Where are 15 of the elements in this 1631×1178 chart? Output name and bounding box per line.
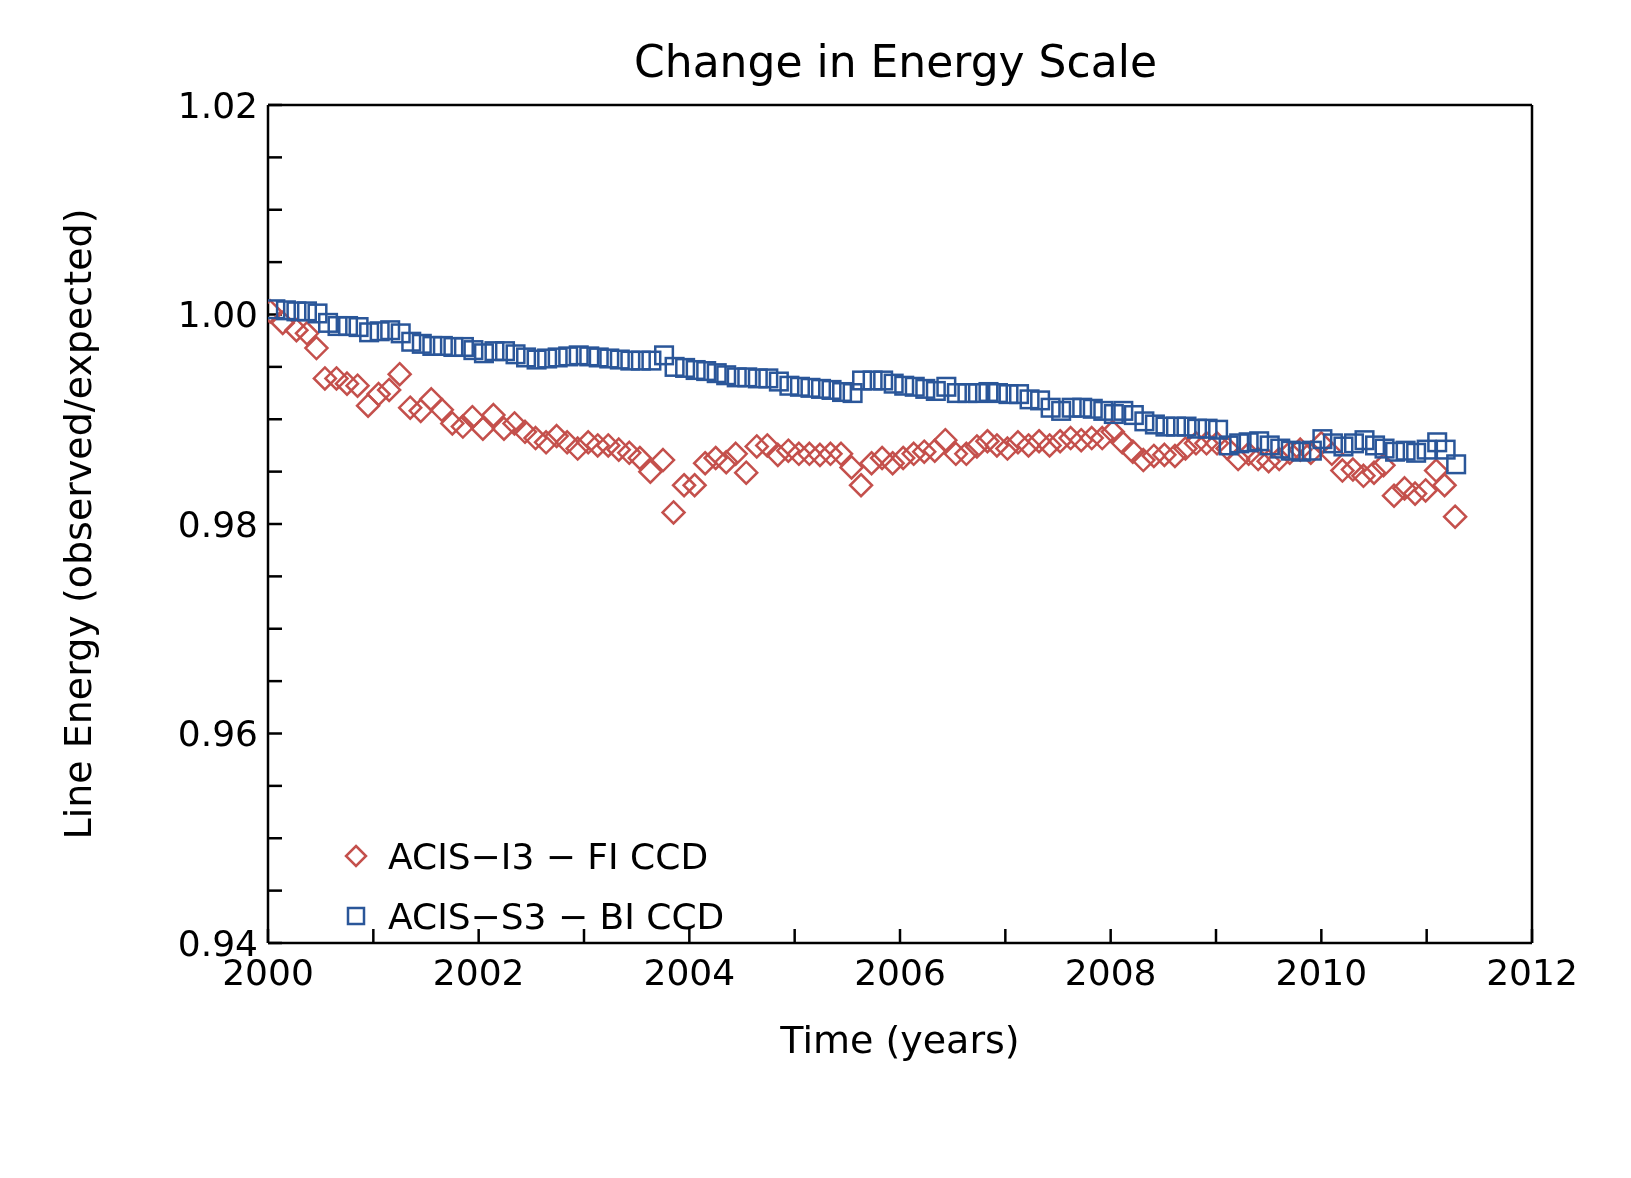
y-tick-label: 1.00 xyxy=(177,294,258,336)
y-tick-label: 0.98 xyxy=(177,503,258,545)
legend-label: ACIS−S3 − BI CCD xyxy=(388,895,725,937)
x-tick-label: 2004 xyxy=(643,951,736,993)
y-axis-title: Line Energy (observed/expected) xyxy=(56,208,101,840)
x-tick-label: 2010 xyxy=(1275,951,1368,993)
x-axis-title: Time (years) xyxy=(779,1018,1020,1062)
y-tick-label: 0.96 xyxy=(177,713,258,755)
y-tick-label: 1.02 xyxy=(177,84,258,126)
x-tick-label: 2002 xyxy=(432,951,525,993)
x-tick-label: 2012 xyxy=(1486,951,1578,993)
chart-title: Change in Energy Scale xyxy=(633,36,1158,87)
legend-label: ACIS−I3 − FI CCD xyxy=(388,835,709,877)
x-tick-label: 2008 xyxy=(1064,951,1157,993)
x-tick-label: 2006 xyxy=(854,951,946,993)
